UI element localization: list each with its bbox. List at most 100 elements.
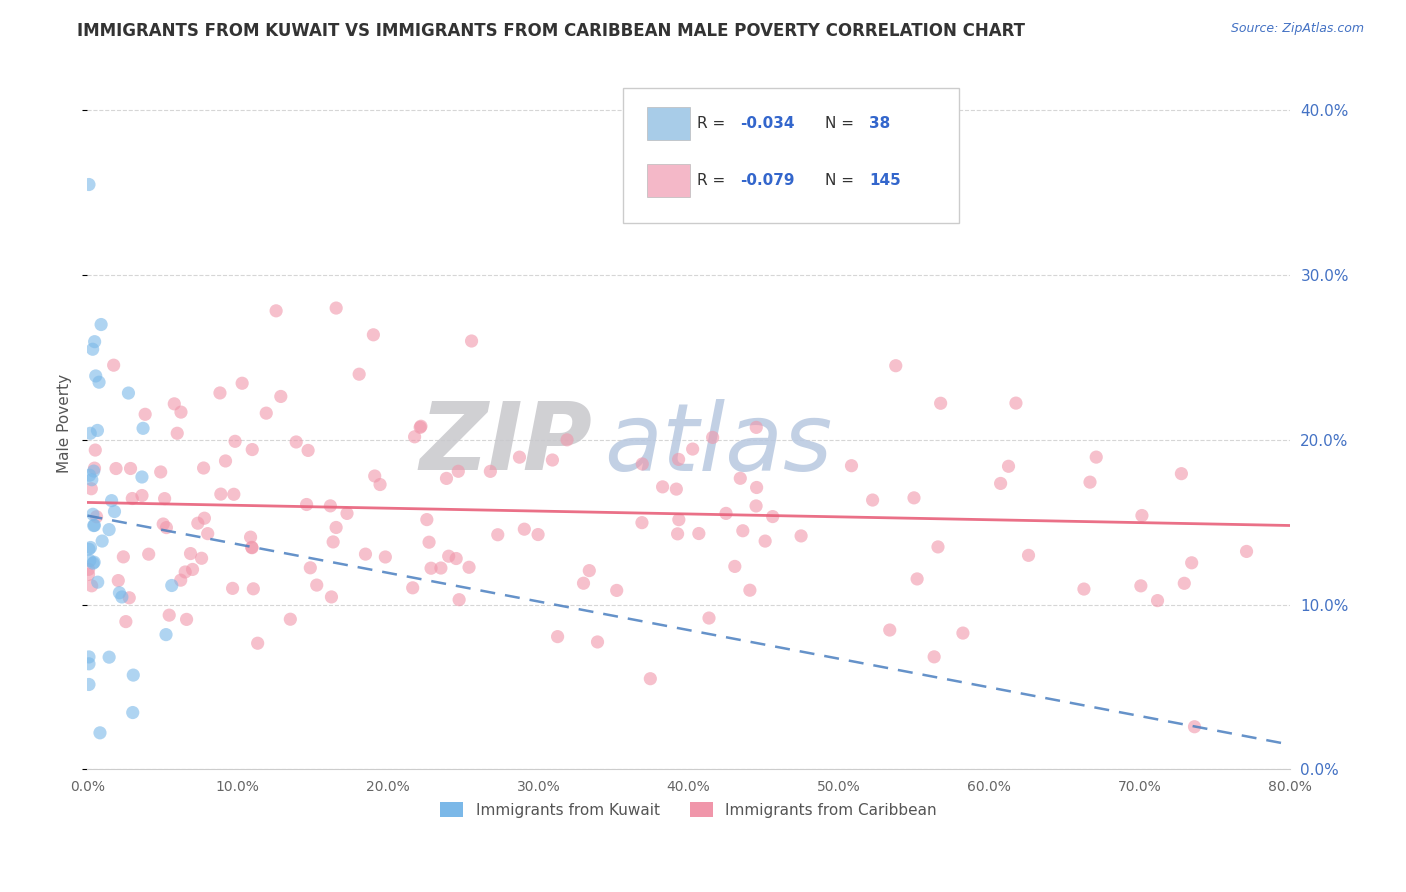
Point	[83, 518, 105, 533]
Point	[107, 574, 129, 588]
Point	[449, 592, 471, 607]
Text: N =: N =	[824, 173, 859, 188]
Point	[91, 534, 114, 549]
Text: R =: R =	[697, 116, 730, 131]
Point	[153, 491, 176, 506]
Point	[929, 396, 952, 410]
Point	[586, 635, 609, 649]
Point	[1005, 396, 1028, 410]
Point	[120, 461, 142, 475]
Point	[903, 491, 925, 505]
Point	[90, 318, 112, 332]
Text: ZIP: ZIP	[419, 398, 592, 490]
Point	[1130, 508, 1153, 523]
Point	[299, 561, 322, 575]
Point	[922, 649, 945, 664]
Point	[84, 443, 107, 458]
Point	[682, 442, 704, 456]
Point	[416, 513, 439, 527]
Point	[242, 582, 264, 596]
Point	[83, 334, 105, 349]
Point	[578, 564, 600, 578]
Point	[82, 508, 104, 522]
Point	[77, 677, 100, 691]
Point	[80, 473, 103, 487]
Point	[111, 590, 134, 604]
Point	[79, 426, 101, 441]
Point	[77, 178, 100, 192]
Text: 145: 145	[869, 173, 901, 188]
Point	[1236, 544, 1258, 558]
Point	[132, 421, 155, 435]
Point	[83, 518, 105, 533]
Point	[1078, 475, 1101, 490]
Point	[152, 516, 174, 531]
Point	[77, 649, 100, 664]
Point	[222, 487, 245, 501]
Point	[1173, 576, 1195, 591]
Point	[321, 590, 343, 604]
Point	[724, 559, 747, 574]
Point	[295, 498, 318, 512]
Point	[181, 562, 204, 576]
Point	[631, 516, 654, 530]
Text: N =: N =	[824, 116, 859, 131]
Point	[98, 523, 121, 537]
Point	[112, 549, 135, 564]
Text: 38: 38	[869, 116, 890, 131]
Point	[336, 507, 359, 521]
Point	[98, 650, 121, 665]
Point	[108, 586, 131, 600]
Point	[149, 465, 172, 479]
Point	[1170, 467, 1192, 481]
Point	[79, 553, 101, 567]
Point	[762, 509, 785, 524]
Point	[1085, 450, 1108, 464]
Point	[541, 453, 564, 467]
Point	[651, 480, 673, 494]
Point	[193, 511, 215, 525]
Point	[197, 526, 219, 541]
Point	[409, 420, 432, 434]
Text: IMMIGRANTS FROM KUWAIT VS IMMIGRANTS FROM CARIBBEAN MALE POVERTY CORRELATION CHA: IMMIGRANTS FROM KUWAIT VS IMMIGRANTS FRO…	[77, 22, 1025, 40]
Point	[174, 565, 197, 579]
Point	[325, 301, 347, 315]
Point	[1184, 720, 1206, 734]
Point	[322, 535, 344, 549]
Point	[170, 405, 193, 419]
Point	[668, 452, 690, 467]
Point	[83, 461, 105, 475]
Point	[83, 555, 105, 569]
Point	[402, 581, 425, 595]
Point	[347, 368, 370, 382]
Point	[486, 527, 509, 541]
Point	[1146, 593, 1168, 607]
Point	[665, 482, 688, 496]
Point	[436, 471, 458, 485]
Point	[231, 376, 253, 391]
Point	[270, 389, 292, 403]
Point	[702, 430, 724, 444]
Point	[1181, 556, 1204, 570]
Point	[409, 419, 432, 434]
Text: -0.034: -0.034	[741, 116, 794, 131]
Point	[166, 426, 188, 441]
Point	[404, 430, 426, 444]
Point	[134, 407, 156, 421]
Point	[214, 454, 236, 468]
Point	[606, 583, 628, 598]
Point	[841, 458, 863, 473]
Point	[458, 560, 481, 574]
Point	[790, 529, 813, 543]
FancyBboxPatch shape	[647, 107, 690, 140]
Point	[927, 540, 949, 554]
Point	[364, 469, 387, 483]
Point	[745, 499, 768, 513]
Point	[79, 541, 101, 555]
Point	[86, 575, 108, 590]
Text: Source: ZipAtlas.com: Source: ZipAtlas.com	[1230, 22, 1364, 36]
Point	[80, 482, 103, 496]
Point	[163, 397, 186, 411]
Point	[155, 520, 177, 534]
Point	[190, 551, 212, 566]
